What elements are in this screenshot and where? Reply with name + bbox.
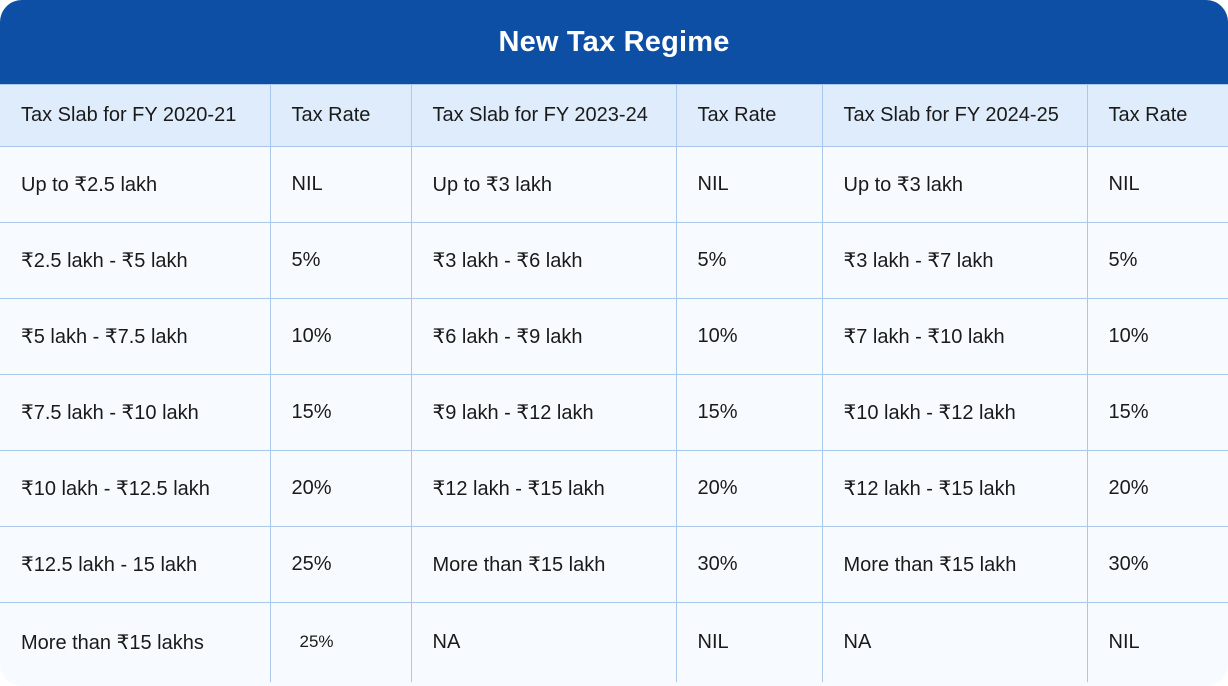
- table-cell: 15%: [1086, 374, 1228, 451]
- table-cell: NIL: [675, 146, 823, 223]
- table-cell: 30%: [1086, 526, 1228, 603]
- table-cell: More than ₹15 lakh: [821, 526, 1088, 603]
- table-row: ₹10 lakh - ₹12.5 lakh 20% ₹12 lakh - ₹15…: [0, 450, 1228, 527]
- table-row: Up to ₹2.5 lakh NIL Up to ₹3 lakh NIL Up…: [0, 146, 1228, 223]
- table-cell: 5%: [675, 222, 823, 299]
- table-cell: 10%: [1086, 298, 1228, 375]
- table-cell: 20%: [269, 450, 412, 527]
- table-cell: ₹12 lakh - ₹15 lakh: [410, 450, 677, 527]
- table-cell: Up to ₹3 lakh: [410, 146, 677, 223]
- table-cell: ₹5 lakh - ₹7.5 lakh: [0, 298, 271, 375]
- table-cell: ₹3 lakh - ₹7 lakh: [821, 222, 1088, 299]
- table-cell: ₹7.5 lakh - ₹10 lakh: [0, 374, 271, 451]
- table-cell: 25%: [269, 602, 412, 682]
- table-cell: ₹6 lakh - ₹9 lakh: [410, 298, 677, 375]
- table-cell: Up to ₹3 lakh: [821, 146, 1088, 223]
- table-cell: ₹7 lakh - ₹10 lakh: [821, 298, 1088, 375]
- table-cell: NIL: [1086, 146, 1228, 223]
- table-cell: NIL: [269, 146, 412, 223]
- table-cell: ₹12.5 lakh - 15 lakh: [0, 526, 271, 603]
- table-cell: 10%: [675, 298, 823, 375]
- table-cell: 10%: [269, 298, 412, 375]
- table-cell: 20%: [1086, 450, 1228, 527]
- table-cell: ₹10 lakh - ₹12 lakh: [821, 374, 1088, 451]
- table-row: ₹7.5 lakh - ₹10 lakh 15% ₹9 lakh - ₹12 l…: [0, 374, 1228, 451]
- header-rate-2020-21: Tax Rate: [269, 84, 412, 147]
- table-cell: ₹12 lakh - ₹15 lakh: [821, 450, 1088, 527]
- header-slab-2023-24: Tax Slab for FY 2023-24: [410, 84, 677, 147]
- header-rate-2024-25: Tax Rate: [1086, 84, 1228, 147]
- table-cell: More than ₹15 lakh: [410, 526, 677, 603]
- table-cell: ₹2.5 lakh - ₹5 lakh: [0, 222, 271, 299]
- table-cell: NA: [410, 602, 677, 682]
- table-cell: 5%: [269, 222, 412, 299]
- table-row: More than ₹15 lakhs 25% NA NIL NA NIL: [0, 602, 1228, 682]
- table-cell: ₹10 lakh - ₹12.5 lakh: [0, 450, 271, 527]
- table-cell: ₹3 lakh - ₹6 lakh: [410, 222, 677, 299]
- table-cell: Up to ₹2.5 lakh: [0, 146, 271, 223]
- table-cell: 20%: [675, 450, 823, 527]
- table-cell: NIL: [675, 602, 823, 682]
- table-cell: 25%: [269, 526, 412, 603]
- table-cell: 30%: [675, 526, 823, 603]
- table-cell: 15%: [675, 374, 823, 451]
- header-row: Tax Slab for FY 2020-21 Tax Rate Tax Sla…: [0, 84, 1228, 147]
- table-cell: ₹9 lakh - ₹12 lakh: [410, 374, 677, 451]
- header-rate-2023-24: Tax Rate: [675, 84, 823, 147]
- table-row: ₹12.5 lakh - 15 lakh 25% More than ₹15 l…: [0, 526, 1228, 603]
- table-cell: NIL: [1086, 602, 1228, 682]
- header-slab-2020-21: Tax Slab for FY 2020-21: [0, 84, 271, 147]
- table-row: ₹2.5 lakh - ₹5 lakh 5% ₹3 lakh - ₹6 lakh…: [0, 222, 1228, 299]
- table-cell: More than ₹15 lakhs: [0, 602, 271, 682]
- table-row: ₹5 lakh - ₹7.5 lakh 10% ₹6 lakh - ₹9 lak…: [0, 298, 1228, 375]
- tax-slab-table: Tax Slab for FY 2020-21 Tax Rate Tax Sla…: [0, 84, 1228, 682]
- table-cell: 15%: [269, 374, 412, 451]
- table-title: New Tax Regime: [0, 0, 1228, 84]
- table-cell: NA: [821, 602, 1088, 682]
- table-cell: 5%: [1086, 222, 1228, 299]
- header-slab-2024-25: Tax Slab for FY 2024-25: [821, 84, 1088, 147]
